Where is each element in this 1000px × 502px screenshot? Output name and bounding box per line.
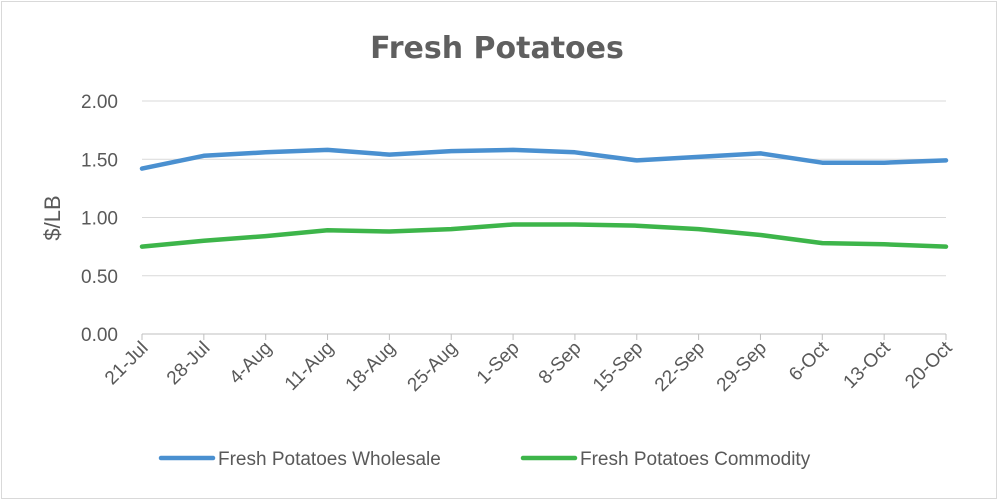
x-tick-label: 18-Aug bbox=[342, 338, 400, 396]
y-tick-label: 1.00 bbox=[81, 209, 118, 230]
y-tick-label: 2.00 bbox=[81, 92, 118, 113]
x-tick-label: 22-Sep bbox=[651, 338, 709, 396]
x-tick-label: 15-Sep bbox=[589, 338, 647, 396]
series-line bbox=[139, 147, 949, 171]
gridlines bbox=[142, 100, 946, 335]
legend-label: Fresh Potatoes Wholesale bbox=[218, 449, 441, 470]
x-tick-label: 6-Oct bbox=[785, 337, 833, 385]
x-tick-label: 28-Jul bbox=[163, 338, 214, 389]
y-tick-label: 0.00 bbox=[81, 325, 118, 346]
x-tick-label: 13-Oct bbox=[840, 337, 896, 393]
legend: Fresh Potatoes Wholesale Fresh Potatoes C… bbox=[158, 449, 811, 470]
series-lines bbox=[139, 147, 949, 249]
series-line bbox=[139, 222, 949, 249]
x-tick-label: 25-Aug bbox=[404, 338, 462, 396]
y-tick-label: 1.50 bbox=[81, 150, 118, 171]
y-axis-label: $/LB bbox=[40, 195, 65, 240]
x-tick-label: 4-Aug bbox=[226, 338, 277, 389]
x-tick-label: 29-Sep bbox=[713, 338, 771, 396]
y-tick-label: 0.50 bbox=[81, 267, 118, 288]
x-tick-label: 11-Aug bbox=[281, 338, 338, 395]
x-axis: 21-Jul 28-Jul 4-Aug 11-Aug 18-Aug 25-Aug 1-Sep… bbox=[101, 334, 957, 396]
x-tick-label: 1-Sep bbox=[473, 338, 524, 389]
legend-label: Fresh Potatoes Commodity bbox=[580, 449, 811, 470]
y-axis-ticks: 0.00 0.50 1.00 1.50 2.00 bbox=[81, 92, 118, 346]
chart-title: Fresh Potatoes bbox=[370, 31, 624, 66]
x-tick-label: 8-Sep bbox=[535, 338, 586, 389]
x-tick-label: 20-Oct bbox=[901, 337, 957, 393]
